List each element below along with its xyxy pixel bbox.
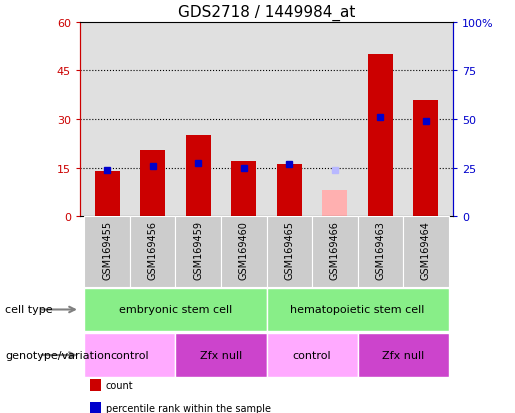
- Text: GSM169456: GSM169456: [148, 221, 158, 279]
- Bar: [84, 288, 267, 332]
- Bar: [267, 217, 312, 287]
- Text: control: control: [293, 350, 331, 360]
- Bar: [140, 150, 165, 217]
- Bar: [403, 217, 449, 287]
- Bar: [231, 162, 256, 217]
- Bar: [357, 217, 403, 287]
- Text: GSM169460: GSM169460: [239, 221, 249, 279]
- Text: count: count: [106, 380, 133, 390]
- Bar: [186, 136, 211, 217]
- Text: cell type: cell type: [5, 305, 53, 315]
- Text: percentile rank within the sample: percentile rank within the sample: [106, 403, 270, 413]
- Text: control: control: [111, 350, 149, 360]
- Text: embryonic stem cell: embryonic stem cell: [119, 305, 232, 315]
- Bar: [84, 217, 130, 287]
- Bar: [357, 333, 449, 377]
- Bar: [277, 165, 302, 217]
- Bar: [176, 217, 221, 287]
- Bar: [322, 191, 347, 217]
- Bar: [267, 333, 357, 377]
- Text: genotype/variation: genotype/variation: [5, 350, 111, 360]
- Bar: [95, 171, 119, 217]
- Text: GSM169459: GSM169459: [193, 221, 203, 279]
- Bar: [130, 217, 176, 287]
- Bar: [312, 217, 357, 287]
- Bar: [368, 55, 393, 217]
- Text: GSM169464: GSM169464: [421, 221, 431, 279]
- Text: GSM169466: GSM169466: [330, 221, 340, 279]
- Text: GSM169463: GSM169463: [375, 221, 385, 279]
- Text: Zfx null: Zfx null: [200, 350, 242, 360]
- Bar: [84, 333, 176, 377]
- Bar: [267, 288, 449, 332]
- Text: hematopoietic stem cell: hematopoietic stem cell: [290, 305, 425, 315]
- Text: Zfx null: Zfx null: [382, 350, 424, 360]
- Title: GDS2718 / 1449984_at: GDS2718 / 1449984_at: [178, 5, 355, 21]
- Bar: [221, 217, 267, 287]
- Text: GSM169465: GSM169465: [284, 221, 294, 279]
- Bar: [176, 333, 267, 377]
- Text: GSM169455: GSM169455: [102, 221, 112, 279]
- Bar: [414, 100, 438, 217]
